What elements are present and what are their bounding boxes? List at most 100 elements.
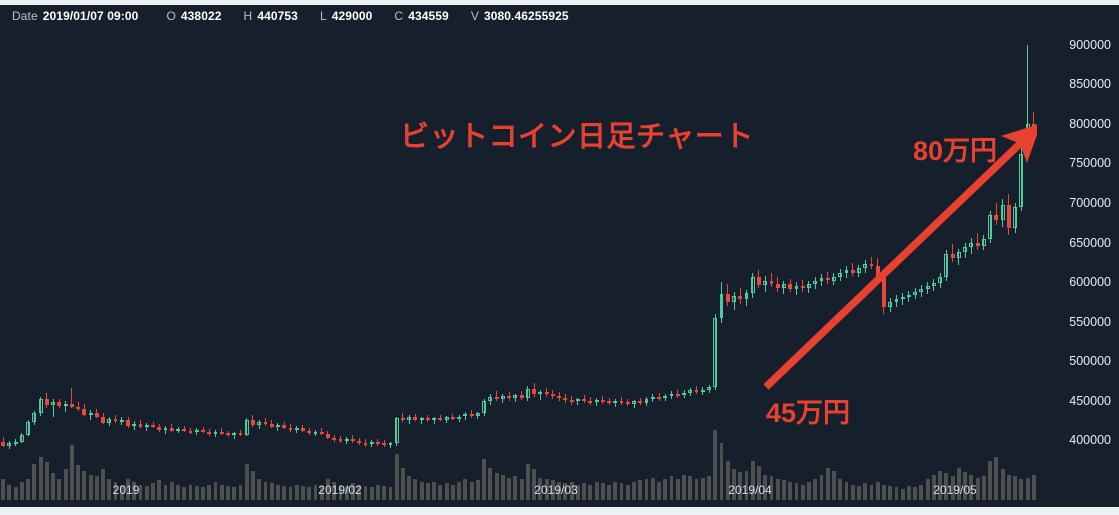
candlestick [838,5,843,507]
candle-wick [21,433,23,444]
volume-bar [194,486,199,500]
candlestick [944,5,949,507]
candlestick [157,5,162,507]
candle-body [1031,123,1036,131]
candle-body [307,430,312,434]
candle-wick [246,418,248,437]
candlestick [732,5,736,507]
legend-date-key: Date [12,9,38,23]
candle-wick [383,440,385,447]
volume-bar [488,467,493,500]
volume-bar [550,480,555,500]
candlestick [32,5,37,507]
candlestick [525,5,530,507]
candlestick [569,5,574,507]
candlestick [625,5,630,507]
volume-bar [594,481,599,500]
candlestick [688,5,693,507]
volume-bar [69,445,74,500]
price-axis[interactable]: 900000 850000 800000 750000 700000 650000 6000… [1037,5,1119,507]
volume-bar [650,477,655,500]
candle-body [838,273,843,277]
candlestick [813,5,818,507]
candlestick [650,5,655,507]
candle-body [607,401,611,404]
volume-bar [338,484,343,500]
volume-bar [344,486,349,500]
candle-body [63,403,68,407]
volume-bar [863,483,868,500]
candlestick [669,5,674,507]
candle-wick [539,389,541,400]
volume-bar [182,487,187,500]
candle-body [919,289,924,293]
volume-bar [700,477,705,500]
volume-bar [950,476,955,500]
candle-body [775,283,780,289]
candle-body [94,412,99,417]
candlestick [307,5,312,507]
candle-wick [452,414,454,421]
candle-body [907,294,911,298]
candle-body [382,443,387,446]
volume-bar [682,474,686,500]
volume-bar [357,484,362,500]
high-price-annotation: 80万円 [913,136,998,166]
candle-body [713,317,718,388]
volume-bar [794,483,799,500]
candlestick [201,5,205,507]
candle-body [832,276,836,281]
candlestick [257,5,262,507]
candle-body [400,418,405,421]
candle-body [276,425,280,428]
candlestick [438,5,443,507]
candle-body [757,277,761,286]
candlestick [313,5,318,507]
candle-body [600,399,605,402]
volume-bar [613,481,618,500]
y-axis-tick-label: 600000 [1069,275,1111,290]
candlestick [269,5,274,507]
candle-body [19,434,24,442]
volume-bar [538,477,543,500]
plot-area[interactable]: 2019 2019/02 2019/03 2019/04 2019/05 ビットコイン日… [0,5,1037,507]
candle-body [700,389,705,392]
volume-bar [994,456,999,500]
candle-body [807,284,811,289]
candle-body [944,254,949,277]
chart-panel: 2019 2019/02 2019/03 2019/04 2019/05 ビットコイン日… [0,5,1119,507]
candlestick [288,5,293,507]
candle-body [151,425,155,428]
candle-body [507,395,512,399]
candle-body [538,391,543,395]
bottom-strip [0,507,1119,515]
volume-bar [900,488,905,500]
candle-wick [71,388,73,408]
volume-bar [169,481,174,500]
candlestick [950,5,955,507]
candle-body [950,254,955,259]
candle-body [900,297,905,300]
candlestick [913,5,918,507]
candlestick [119,5,124,507]
volume-bar [76,465,80,500]
volume-bar [450,484,455,500]
candle-body [351,438,355,441]
candlestick [469,5,474,507]
volume-bar [32,463,37,500]
candle-body [163,427,168,430]
candlestick [775,5,780,507]
candle-body [363,442,368,445]
volume-bar [363,486,368,500]
candlestick [907,5,911,507]
candle-body [188,430,193,433]
volume-bar [625,484,630,500]
volume-bar [244,463,249,500]
candlestick [657,5,661,507]
candle-body [725,293,730,302]
candle-body [594,399,599,403]
candle-body [138,423,143,427]
candle-body [532,388,537,395]
candlestick [425,5,430,507]
